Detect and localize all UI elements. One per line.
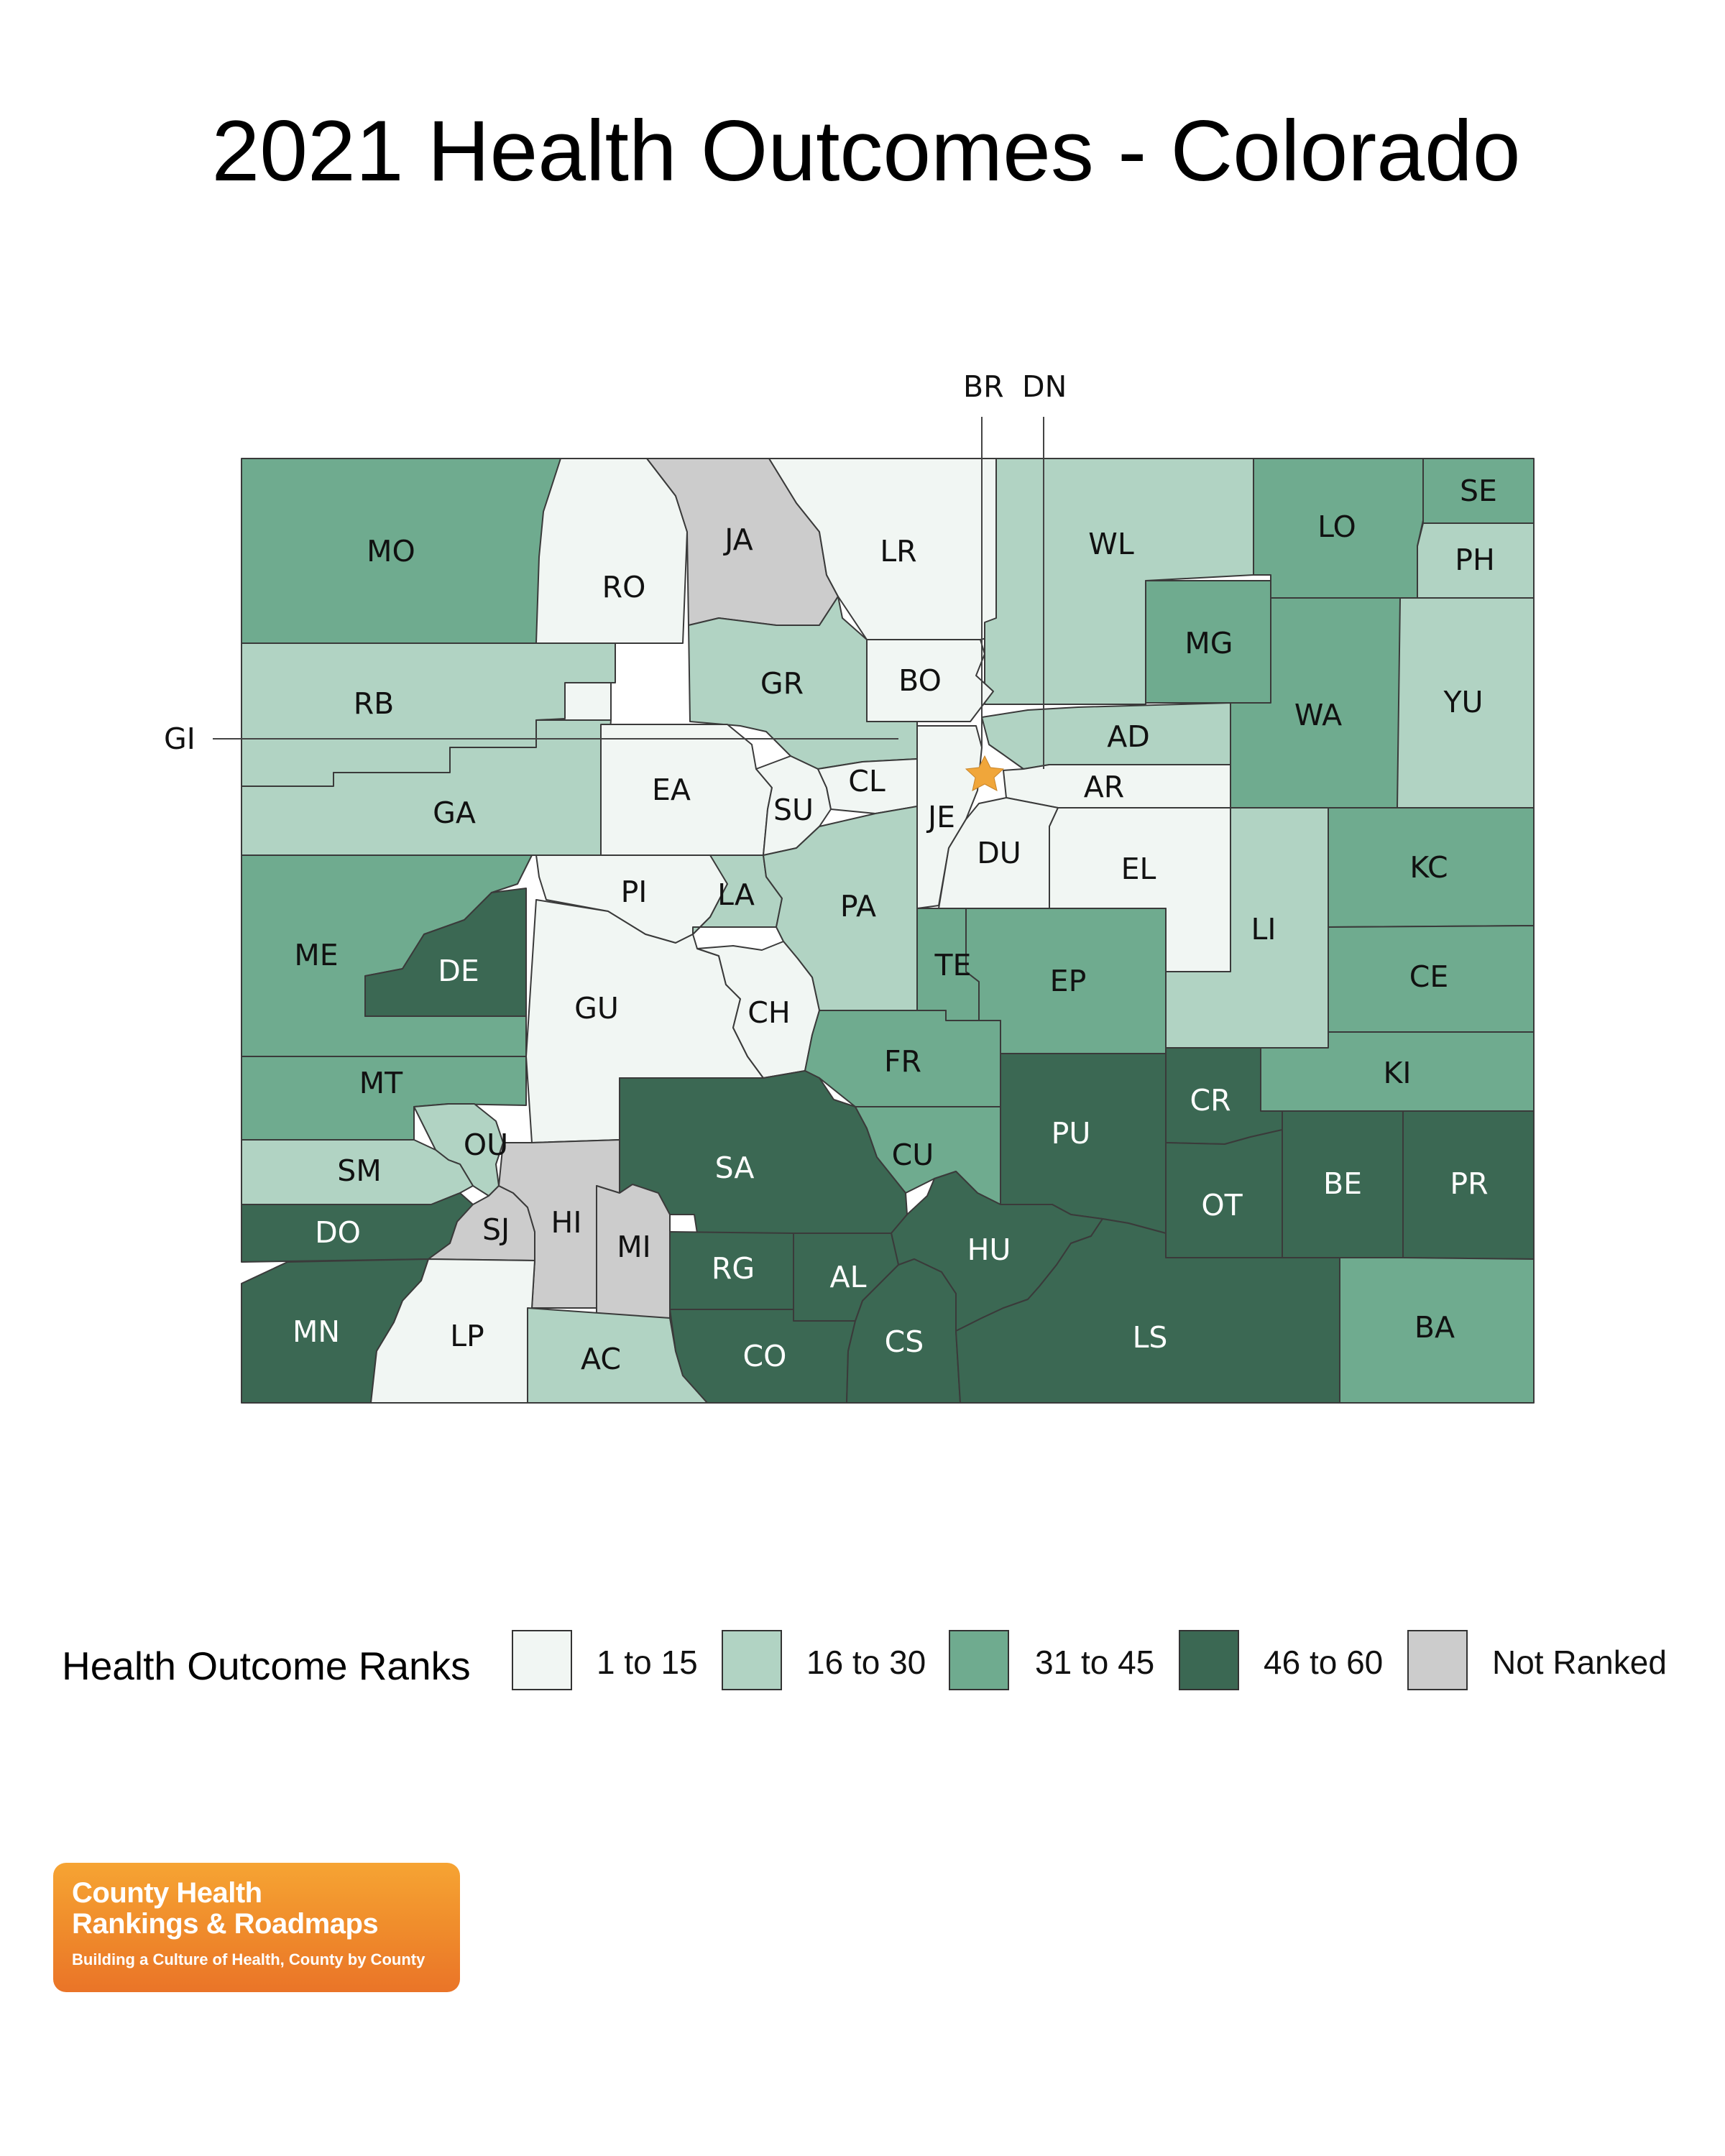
logo-tagline: Building a Culture of Health, County by … <box>72 1950 426 1968</box>
legend-swatch-1-15 <box>512 1630 572 1690</box>
county-label-gu: GU <box>574 991 619 1026</box>
county-label-ot: OT <box>1201 1188 1243 1222</box>
county-label-pr: PR <box>1450 1166 1488 1201</box>
county-label-mg: MG <box>1184 626 1233 660</box>
callout-label-dn: DN <box>1022 369 1067 404</box>
callout-label-br: BR <box>963 369 1004 404</box>
county-polygons <box>241 458 1535 1404</box>
county-label-ba: BA <box>1414 1310 1455 1345</box>
county-label-cr: CR <box>1190 1083 1230 1118</box>
county-label-je: JE <box>926 800 955 834</box>
county-label-yu: YU <box>1443 685 1483 719</box>
county-label-cl: CL <box>848 764 886 798</box>
county-label-ph: PH <box>1455 543 1495 577</box>
county-label-wl: WL <box>1088 527 1134 561</box>
county-label-ja: JA <box>722 522 753 557</box>
county-label-lo: LO <box>1317 510 1356 544</box>
county-label-ac: AC <box>581 1342 621 1376</box>
county-label-gr: GR <box>760 666 804 701</box>
county-label-al: AL <box>830 1260 867 1294</box>
capital-star-icon <box>965 755 1005 791</box>
county-label-lp: LP <box>450 1319 484 1353</box>
county-de <box>364 888 527 1017</box>
county-label-mo: MO <box>367 534 415 568</box>
county-label-de: DE <box>438 954 479 988</box>
legend-label-16-30: 16 to 30 <box>806 1644 926 1681</box>
county-label-su: SU <box>773 793 814 827</box>
legend-label-46-60: 46 to 60 <box>1264 1644 1384 1681</box>
county-label-ep: EP <box>1050 964 1087 998</box>
county-mi <box>596 1184 671 1319</box>
legend-label-not-ranked: Not Ranked <box>1492 1644 1667 1681</box>
county-label-ea: EA <box>652 773 691 807</box>
legend-swatch-not-ranked <box>1407 1630 1468 1690</box>
county-cs <box>846 1258 961 1404</box>
county-label-ro: RO <box>602 570 646 604</box>
logo-line-2: Rankings & Roadmaps <box>72 1908 379 1940</box>
county-label-sa: SA <box>715 1151 755 1185</box>
county-label-sj: SJ <box>482 1212 510 1247</box>
legend-title: Health Outcome Ranks <box>62 1644 471 1688</box>
county-ba <box>1339 1257 1535 1404</box>
county-label-sm: SM <box>337 1153 381 1188</box>
county-label-te: TE <box>934 948 972 982</box>
legend-swatch-16-30 <box>722 1630 782 1690</box>
county-label-wa: WA <box>1294 698 1342 732</box>
legend-swatch-31-45 <box>949 1630 1009 1690</box>
county-label-bo: BO <box>898 663 942 698</box>
county-label-hu: HU <box>967 1233 1011 1267</box>
county-label-ce: CE <box>1409 959 1449 994</box>
county-label-pu: PU <box>1052 1116 1091 1151</box>
county-labels: MO RO JA LR WL LO SE PH RB GR BO MG WA YU GA EA SU CL JE AD… <box>293 474 1497 1376</box>
county-label-ou: OU <box>464 1128 508 1162</box>
county-ad <box>981 702 1231 770</box>
county-label-kc: KC <box>1409 850 1448 885</box>
county-label-ls: LS <box>1133 1320 1168 1355</box>
county-label-fr: FR <box>884 1044 921 1079</box>
county-label-el: EL <box>1121 852 1156 886</box>
county-label-pi: PI <box>621 875 648 909</box>
county-label-pa: PA <box>840 889 876 923</box>
legend-label-1-15: 1 to 15 <box>597 1644 698 1681</box>
county-label-me: ME <box>294 938 338 972</box>
county-lp <box>370 1258 535 1404</box>
county-label-lr: LR <box>880 534 916 568</box>
legend-swatch-46-60 <box>1179 1630 1239 1690</box>
county-label-rg: RG <box>712 1251 755 1286</box>
county-label-co: CO <box>743 1339 787 1373</box>
legend-label-31-45: 31 to 45 <box>1035 1644 1155 1681</box>
county-label-mn: MN <box>293 1314 340 1349</box>
county-label-hi: HI <box>551 1205 582 1240</box>
county-label-du: DU <box>977 836 1021 870</box>
page-title: 2021 Health Outcomes - Colorado <box>211 103 1521 199</box>
county-label-rb: RB <box>354 686 395 721</box>
county-label-mi: MI <box>617 1230 650 1264</box>
county-label-la: LA <box>717 877 755 912</box>
county-label-cs: CS <box>885 1325 924 1359</box>
county-label-do: DO <box>315 1215 361 1250</box>
callout-label-gi: GI <box>164 722 196 756</box>
county-label-ar: AR <box>1084 770 1125 804</box>
callout-lines <box>213 417 1044 769</box>
county-label-cu: CU <box>892 1138 934 1172</box>
county-label-se: SE <box>1460 474 1497 508</box>
county-label-ch: CH <box>748 995 790 1030</box>
county-label-ad: AD <box>1107 719 1150 754</box>
county-label-mt: MT <box>359 1066 403 1100</box>
county-label-ga: GA <box>433 796 476 830</box>
county-health-rankings-logo: County Health Rankings & Roadmaps Buildi… <box>53 1863 460 1992</box>
logo-line-1: County Health <box>72 1877 262 1909</box>
county-label-li: LI <box>1251 912 1276 946</box>
county-label-ki: KI <box>1384 1056 1412 1090</box>
county-label-be: BE <box>1323 1166 1362 1201</box>
